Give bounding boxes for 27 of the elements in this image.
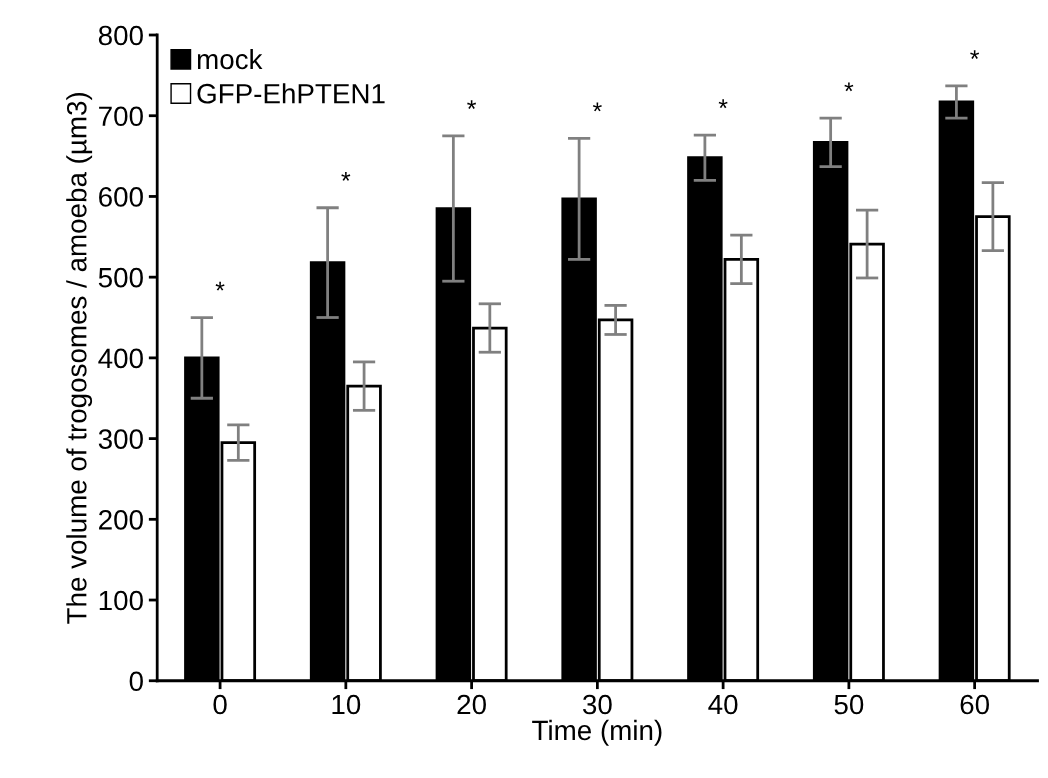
y-tick-label: 300 [98,429,143,449]
x-axis-title: Time (min) [532,719,662,746]
y-tick-label: 0 [129,671,143,692]
y-tick-label: 700 [99,106,143,127]
legend-label: mock [197,48,263,70]
y-tick-label: 500 [98,267,143,288]
annotation: * [718,99,728,109]
y-tick-label: 200 [99,509,143,530]
annotation: * [341,172,351,181]
x-tick-label: 40 [708,694,738,715]
annotation: * [970,50,980,59]
x-tick-label: 20 [457,694,486,715]
y-tick-label: 800 [98,25,143,46]
x-tick-label: 50 [834,694,864,715]
annotation: * [467,100,477,109]
x-tick-label: 10 [332,694,361,715]
annotation: * [844,82,854,92]
x-tick-label: 0 [213,694,227,715]
x-tick-label: 30 [582,694,612,715]
x-tick-label: 60 [960,694,989,715]
y-tick-label: 600 [99,187,143,207]
y-tick-label: 400 [98,348,143,369]
legend-label: GFP-EhPTEN1 [197,83,385,104]
annotation: * [215,281,225,291]
y-tick-label: 100 [99,590,143,611]
y-axis-title: The volume of trogosomes / amoeba (µm3) [66,92,93,624]
annotation: * [592,102,602,112]
